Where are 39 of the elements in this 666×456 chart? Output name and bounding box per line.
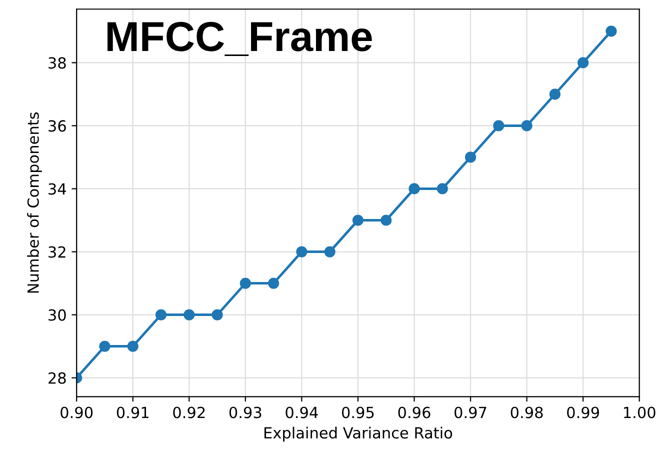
point: [240, 278, 251, 289]
point: [127, 340, 138, 352]
point: [408, 183, 420, 194]
point: [493, 120, 504, 132]
point: [184, 309, 195, 320]
point: [464, 152, 476, 163]
chart-title: MFCC_Frame: [108, 22, 372, 56]
x-tick-label: 0.90: [60, 406, 93, 418]
point: [352, 214, 364, 226]
y-axis-title: Number of Components: [27, 112, 42, 293]
point: [606, 26, 617, 37]
y-tick-label: 34: [48, 183, 66, 195]
x-tick-label: 0.96: [398, 406, 430, 418]
y-tick-label: 32: [48, 246, 66, 258]
y-tick-label: 38: [48, 57, 66, 69]
y-tick-label: 36: [48, 120, 66, 132]
point: [99, 340, 110, 352]
point: [324, 246, 336, 258]
y-tick-label: 28: [48, 372, 66, 384]
point: [212, 309, 223, 320]
x-tick-label: 0.91: [116, 406, 148, 418]
point: [521, 120, 532, 132]
x-tick-label: 0.99: [567, 406, 600, 418]
point: [296, 246, 308, 258]
point: [549, 88, 560, 100]
x-axis-title: Explained Variance Ratio: [264, 426, 452, 442]
x-tick-label: 0.93: [229, 406, 262, 418]
x-tick-label: 0.97: [454, 406, 486, 418]
y-tick-label: 30: [48, 309, 66, 321]
x-tick-label: 1.00: [624, 406, 656, 418]
point: [578, 57, 589, 68]
x-tick-label: 0.98: [510, 406, 543, 418]
x-tick-label: 0.92: [173, 406, 205, 418]
x-tick-label: 0.95: [342, 406, 374, 418]
point: [436, 183, 448, 194]
point: [268, 278, 280, 289]
x-tick-label: 0.94: [286, 406, 318, 418]
point: [380, 214, 392, 226]
point: [155, 309, 167, 320]
